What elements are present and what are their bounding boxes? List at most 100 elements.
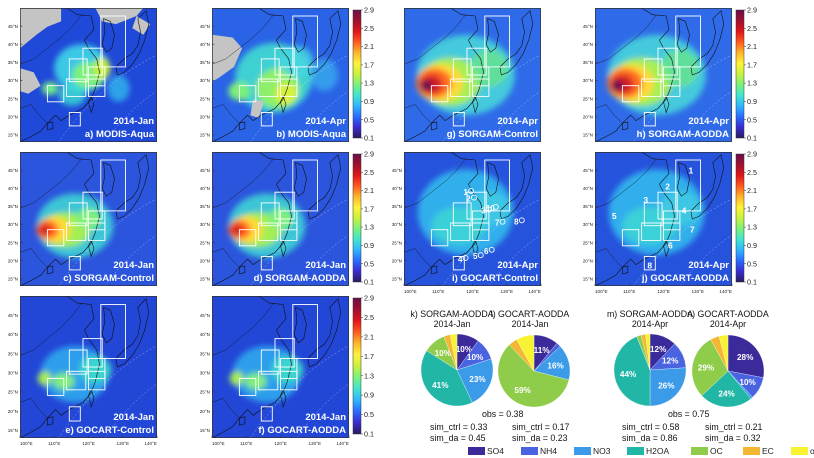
- coastline-taiwan: [472, 95, 479, 114]
- colorbar-label: 2.5: [364, 24, 374, 33]
- pie-slice-h2oa: [701, 370, 752, 408]
- coastline-japan: [307, 298, 342, 368]
- coastline-taiwan: [88, 95, 95, 114]
- map-field: [212, 8, 349, 142]
- figure-canvas: 45°N 40°N 35°N 30°N 25°N 20°N 15°N 2014-Jan a) M…: [8, 6, 769, 446]
- colorbar-label: 2.5: [364, 168, 374, 177]
- region-box: [46, 85, 65, 103]
- map-field: [404, 8, 541, 142]
- lat-tick-label: 30°N: [392, 222, 402, 227]
- pie-slice-label: 12%: [662, 357, 679, 366]
- legend-item-no3: NO3: [574, 446, 610, 456]
- pie-slice-h2oa: [420, 350, 473, 407]
- site-marker: [477, 252, 484, 259]
- lat-tick-label: 15°N: [200, 428, 210, 433]
- no-data-area: [132, 16, 151, 35]
- legend-item-nh4: NH4: [521, 446, 557, 456]
- coastline-korea: [676, 162, 690, 197]
- sim-ctrl-k: sim_ctrl = 0.33: [430, 422, 488, 432]
- coastline-korea: [293, 306, 307, 344]
- lat-tick-label: 40°N: [200, 42, 210, 47]
- colorbar-gradient: [352, 297, 362, 435]
- lat-tick-label: 30°N: [200, 222, 210, 227]
- lat-tick-label: 25°N: [200, 96, 210, 101]
- coastline-taiwan: [663, 239, 670, 258]
- lat-tick-label: 15°N: [392, 277, 402, 282]
- coastlines: [404, 8, 534, 142]
- coastline-korea: [293, 162, 307, 197]
- colorbar-label: 2.9: [364, 150, 374, 159]
- legend-label: others: [810, 446, 814, 456]
- lat-tick-label: 15°N: [200, 277, 210, 282]
- sim-ctrl-l: sim_ctrl = 0.17: [512, 422, 570, 432]
- border-line: [20, 14, 82, 65]
- region-box: [452, 112, 465, 127]
- lat-tick-label: 25°N: [583, 240, 593, 245]
- coastline-korea: [101, 162, 115, 197]
- colorbar-label: 1.3: [364, 371, 374, 380]
- region-box: [675, 159, 701, 212]
- lat-tick-label: 25°N: [200, 390, 210, 395]
- border-line: [212, 397, 240, 419]
- region-box: [82, 338, 103, 368]
- border-line: [404, 158, 466, 209]
- region-box: [657, 47, 678, 76]
- no-data-area: [20, 68, 41, 94]
- pie-slice-no3: [456, 358, 494, 403]
- region-box: [641, 222, 662, 241]
- border-line: [595, 14, 657, 65]
- lat-tick-label: 35°N: [200, 204, 210, 209]
- border-line: [404, 14, 466, 65]
- lat-tick-label: 45°N: [8, 313, 18, 318]
- region-box: [68, 256, 81, 271]
- coastline-japan: [690, 10, 725, 76]
- region-box: [643, 256, 656, 271]
- coastline-hainan: [431, 121, 438, 131]
- legend-swatch: [743, 447, 760, 455]
- region-box: [280, 358, 298, 379]
- colorbar-label: 1.3: [364, 79, 374, 88]
- region-box: [450, 222, 471, 241]
- region-box: [260, 112, 273, 127]
- panel-season: 2014-Jan: [113, 116, 154, 127]
- border-line: [595, 248, 623, 268]
- lat-tick-label: 20°N: [200, 258, 210, 263]
- lat-tick-label: 15°N: [583, 277, 593, 282]
- colorbar-label: 0.1: [364, 278, 374, 287]
- legend-item-others: others: [791, 446, 814, 456]
- coastlines: [20, 8, 150, 142]
- aod-blob: [229, 371, 244, 386]
- site-marker: [499, 218, 506, 225]
- panel-label: b) MODIS-Aqua: [276, 129, 346, 140]
- colorbar-label: 2.1: [364, 42, 374, 51]
- region-box: [430, 85, 449, 103]
- colorbar: 2.9 2.5 2.1 1.7 1.3 0.9 0.5 0.1: [352, 150, 374, 287]
- lat-tick-label: 25°N: [392, 240, 402, 245]
- pie-slice-others: [645, 333, 651, 371]
- region-box: [68, 112, 81, 127]
- legend-swatch: [468, 447, 485, 455]
- legend-swatch: [574, 447, 591, 455]
- panel-label: f) GOCART-AODDA: [258, 425, 346, 436]
- coastline-japan: [499, 10, 534, 76]
- region-box: [641, 78, 662, 97]
- legend-swatch: [627, 447, 644, 455]
- coastlines: [404, 152, 534, 286]
- legend-item-ec: EC: [743, 446, 774, 456]
- pie-slice-label: 10%: [467, 353, 484, 362]
- coastline-hainan: [239, 121, 246, 131]
- lon-tick-label: 110°E: [432, 289, 444, 294]
- lat-tick-label: 20°N: [583, 258, 593, 263]
- aod-field: [608, 169, 705, 256]
- map-field: [595, 8, 732, 142]
- region-box: [274, 47, 295, 76]
- pie-slice-others: [516, 334, 535, 372]
- colorbar-label: 0.1: [364, 430, 374, 439]
- map-panel-5: 45°N 40°N 35°N 30°N 25°N 20°N 15°N 2014-Jan c) S…: [8, 152, 157, 286]
- region-box: [82, 191, 103, 220]
- lat-tick-label: 20°N: [200, 114, 210, 119]
- region-boxes: [621, 159, 701, 271]
